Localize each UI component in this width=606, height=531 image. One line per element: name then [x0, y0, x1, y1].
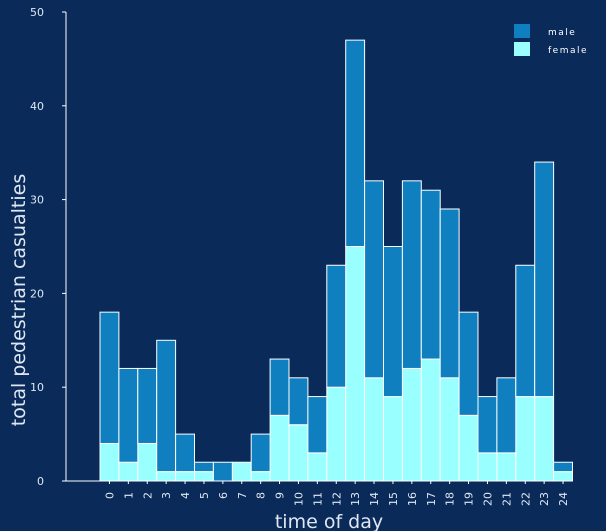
bar-male-13 — [345, 39, 366, 247]
bar-female-20 — [477, 452, 498, 482]
legend: male female — [514, 24, 588, 56]
legend-label-female: female — [548, 46, 588, 56]
bar-male-23 — [534, 161, 555, 398]
bar-female-11 — [307, 452, 328, 482]
x-tick-label: 3 — [160, 492, 173, 499]
x-axis-ticks: 0 1 2 3 4 5 6 7 8 9 10 11 12 13 14 15 16 17 18 19 20 21 22 23 24 — [103, 481, 570, 506]
bar-female-22 — [515, 396, 536, 482]
y-tick-label: 0 — [37, 475, 44, 488]
x-tick-label: 16 — [406, 492, 419, 506]
bar-male-0 — [99, 311, 120, 444]
x-tick-label: 18 — [444, 492, 457, 506]
bar-female-17 — [420, 358, 441, 482]
bar-male-4 — [175, 433, 196, 473]
bar-male-10 — [288, 377, 309, 426]
x-tick-label: 21 — [500, 492, 513, 506]
bar-male-17 — [420, 189, 441, 360]
x-tick-label: 4 — [179, 492, 192, 499]
x-tick-label: 15 — [387, 492, 400, 506]
bar-female-16 — [401, 367, 422, 482]
x-tick-label: 9 — [274, 492, 287, 499]
x-tick-label: 6 — [217, 492, 230, 499]
x-tick-label: 11 — [311, 492, 324, 506]
x-tick-label: 19 — [463, 492, 476, 506]
bar-male-14 — [364, 180, 385, 379]
y-tick-label: 50 — [30, 6, 44, 19]
bar-female-21 — [496, 452, 517, 482]
legend-label-male: male — [548, 28, 576, 38]
bar-male-8 — [250, 433, 271, 473]
x-tick-label: 12 — [330, 492, 343, 506]
x-axis-label: time of day — [275, 511, 383, 531]
x-tick-label: 22 — [519, 492, 532, 506]
bar-male-20 — [477, 396, 498, 454]
x-tick-label: 5 — [198, 492, 211, 499]
bar-female-7 — [231, 461, 252, 482]
bar-female-12 — [326, 386, 347, 482]
bar-female-14 — [364, 377, 385, 482]
y-axis-label: total pedestrian casualties — [8, 174, 30, 426]
bar-male-11 — [307, 396, 328, 454]
bar-female-8 — [250, 471, 271, 482]
bar-male-22 — [515, 264, 536, 398]
bar-male-18 — [439, 208, 460, 379]
bar-male-21 — [496, 377, 517, 454]
x-tick-label: 13 — [349, 492, 362, 506]
bar-female-0 — [99, 442, 120, 482]
bar-male-24 — [553, 461, 573, 473]
bars-group — [99, 39, 573, 482]
bar-male-9 — [269, 358, 290, 416]
bar-female-13 — [345, 246, 366, 482]
y-tick-label: 30 — [30, 194, 44, 207]
x-tick-label: 0 — [103, 492, 116, 499]
bar-female-18 — [439, 377, 460, 482]
x-tick-label: 8 — [255, 492, 268, 499]
bar-male-15 — [383, 246, 403, 398]
legend-swatch-male — [514, 24, 530, 38]
bar-male-16 — [401, 180, 422, 369]
bar-female-19 — [458, 414, 479, 482]
bar-female-24 — [553, 471, 573, 482]
bar-female-1 — [118, 461, 139, 482]
bar-female-4 — [175, 471, 196, 482]
x-tick-label: 20 — [481, 492, 494, 506]
legend-swatch-female — [514, 42, 530, 56]
y-tick-label: 10 — [30, 381, 44, 394]
x-tick-label: 7 — [236, 492, 249, 499]
bar-female-23 — [534, 396, 555, 482]
bar-female-5 — [194, 471, 214, 482]
bar-female-9 — [269, 414, 290, 482]
bar-male-2 — [137, 367, 158, 444]
x-tick-label: 24 — [557, 492, 570, 506]
bar-male-5 — [194, 461, 214, 473]
bar-male-1 — [118, 367, 139, 463]
x-tick-label: 23 — [538, 492, 551, 506]
bar-female-10 — [288, 424, 309, 482]
y-axis-ticks: 0 10 20 30 40 50 — [30, 6, 66, 488]
y-tick-label: 20 — [30, 287, 44, 300]
x-tick-label: 14 — [368, 492, 381, 506]
bar-male-19 — [458, 311, 479, 416]
bar-female-2 — [137, 442, 158, 482]
bar-female-3 — [156, 471, 177, 482]
x-tick-label: 2 — [141, 492, 154, 499]
x-tick-label: 1 — [122, 492, 135, 499]
bar-male-3 — [156, 339, 177, 473]
y-tick-label: 40 — [30, 100, 44, 113]
bar-female-15 — [383, 396, 403, 482]
x-tick-label: 10 — [292, 492, 305, 506]
bar-male-6 — [212, 461, 233, 482]
x-tick-label: 17 — [425, 492, 438, 506]
bar-male-12 — [326, 264, 347, 388]
